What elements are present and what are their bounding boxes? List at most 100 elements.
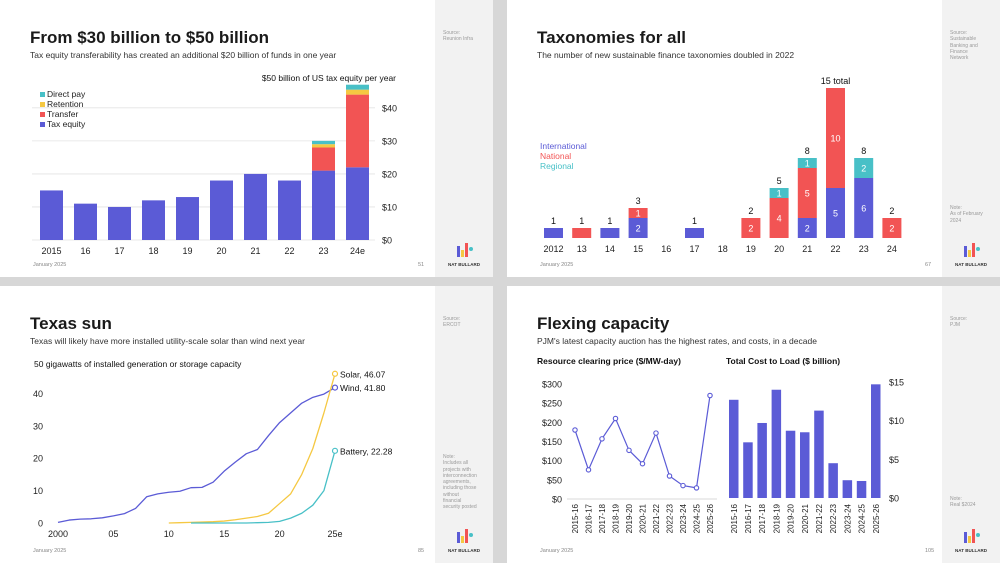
x-tick-label: 18	[718, 244, 728, 254]
x-tick-label: 21	[802, 244, 812, 254]
y-tick-label: 0	[38, 519, 43, 529]
chart-title: Resource clearing price ($/MW-day)	[537, 356, 681, 366]
x-tick-label: 22	[830, 244, 840, 254]
x-tick-label: 16	[661, 244, 671, 254]
x-tick-label: 2019-20	[787, 503, 796, 533]
chart-title: 50 gigawatts of installed generation or …	[34, 359, 242, 369]
x-tick-label: 16	[80, 246, 90, 256]
series-end-marker	[331, 384, 339, 391]
slide-title: Texas sun	[30, 314, 112, 333]
logo-bar	[461, 536, 464, 543]
cost-bar	[800, 432, 810, 498]
bar-segment-regional	[769, 188, 789, 198]
nat-bullard-logo-icon	[964, 243, 980, 257]
bar-segment-national	[882, 218, 902, 238]
logo-bar	[972, 243, 975, 257]
price-point	[585, 467, 592, 473]
slide-title: From $30 billion to $50 billion	[30, 28, 269, 47]
x-tick-label: 20	[774, 244, 784, 254]
x-tick-label: 2017-18	[598, 503, 607, 533]
bar-total-label: 2	[748, 206, 753, 216]
legend-swatch	[40, 102, 45, 107]
slide-sidebar: Source: PJM Note: Real $2024 NAT BULLARD	[942, 286, 1000, 563]
bar-segment-tax-equity	[346, 167, 369, 240]
x-tick-label: 17	[114, 246, 124, 256]
slide-subtitle: Texas will likely have more installed ut…	[30, 336, 305, 346]
x-tick-label: 22	[284, 246, 294, 256]
bar-segment-tax-equity	[312, 170, 335, 240]
x-tick-label: 2017-18	[758, 503, 767, 533]
cost-bar	[743, 442, 753, 498]
pjm-auction-charts: Resource clearing price ($/MW-day) $0 $50 $…	[537, 356, 904, 533]
legend-swatch	[40, 92, 45, 97]
bar-segment-direct-pay	[346, 84, 369, 90]
price-point	[599, 436, 605, 442]
footnote: Note: As of February 2024	[950, 205, 983, 224]
x-tick-label: 23	[859, 244, 869, 254]
logo-dot	[469, 533, 473, 537]
segment-value-label: 2	[861, 164, 866, 174]
logo-text: NAT BULLARD	[955, 548, 987, 553]
x-tick-label: 2000	[48, 529, 68, 539]
bar-segment-international	[854, 178, 874, 238]
x-tick-label: 2021-22	[815, 503, 824, 533]
cost-bar	[771, 389, 782, 498]
x-tick-label: 2022-23	[666, 503, 675, 533]
x-tick-label: 2024-25	[858, 503, 867, 533]
bar-total-label: 1	[551, 216, 556, 226]
bar-segment-retention	[346, 89, 369, 95]
texas-capacity-chart: 50 gigawatts of installed generation or …	[33, 359, 393, 539]
cost-bar	[842, 480, 853, 498]
bar-segment-international	[685, 228, 704, 238]
slide-subtitle: The number of new sustainable finance ta…	[537, 50, 795, 60]
logo-dot	[976, 247, 980, 251]
x-tick-label: 24e	[350, 246, 365, 256]
page-number: 51	[418, 262, 425, 268]
x-tick-label: 24	[887, 244, 897, 254]
x-tick-label: 2025-26	[706, 503, 715, 533]
logo-text: NAT BULLARD	[448, 548, 480, 553]
slide-sidebar: Source: Sustainable Banking and Finance …	[942, 0, 1000, 277]
series-line-battery	[190, 450, 336, 524]
y-tick-label: 30	[33, 421, 43, 431]
x-tick-label: 2016-17	[744, 503, 753, 533]
tax-equity-chart: $0 $10 $20 $30 $40 $50 billion of US tax equi…	[32, 73, 397, 256]
bar-segment-tax-equity	[210, 180, 233, 240]
bar-segment-tax-equity	[142, 200, 165, 240]
price-point	[639, 460, 646, 467]
bar-total-label: 8	[805, 146, 810, 156]
legend-label: Transfer	[47, 109, 79, 119]
y-tick-label: 40	[33, 389, 43, 399]
x-tick-label: 2020-21	[801, 503, 810, 533]
x-tick-label: 2021-22	[652, 503, 661, 533]
x-tick-label: 18	[148, 246, 158, 256]
y-tick-label: $250	[542, 399, 562, 409]
x-tick-label: 2023-24	[843, 503, 852, 533]
y-tick-label: $0	[889, 494, 899, 504]
chart-title: $50 billion of US tax equity per year	[262, 73, 396, 83]
bar-segment-international	[544, 228, 563, 238]
bar-total-label: 1	[579, 216, 584, 226]
cost-bar	[785, 430, 796, 498]
x-tick-label: 13	[577, 244, 587, 254]
x-tick-label: 2023-24	[679, 503, 688, 533]
logo-text: NAT BULLARD	[955, 262, 987, 267]
y-tick-label: $300	[542, 380, 562, 390]
y-tick-label: $0	[382, 236, 392, 246]
y-tick-label: $50	[547, 475, 562, 485]
bar-total-label: 3	[636, 196, 641, 206]
price-point	[666, 473, 673, 479]
x-tick-label: 15	[633, 244, 643, 254]
y-tick-label: $100	[542, 456, 562, 466]
x-tick-label: 2015-16	[571, 503, 580, 533]
page-number: 85	[418, 548, 425, 554]
legend-label: Tax equity	[47, 119, 86, 129]
slide-taxonomies: Taxonomies for all The number of new sus…	[507, 0, 1000, 277]
source-note: Source: ERCOT	[443, 316, 461, 329]
x-tick-label: 2015-16	[730, 503, 739, 533]
cost-bar	[814, 410, 824, 498]
price-point	[653, 430, 659, 436]
segment-value-label: 1	[805, 159, 810, 169]
segment-value-label: 1	[636, 209, 641, 219]
x-tick-label: 2024-25	[693, 503, 702, 533]
